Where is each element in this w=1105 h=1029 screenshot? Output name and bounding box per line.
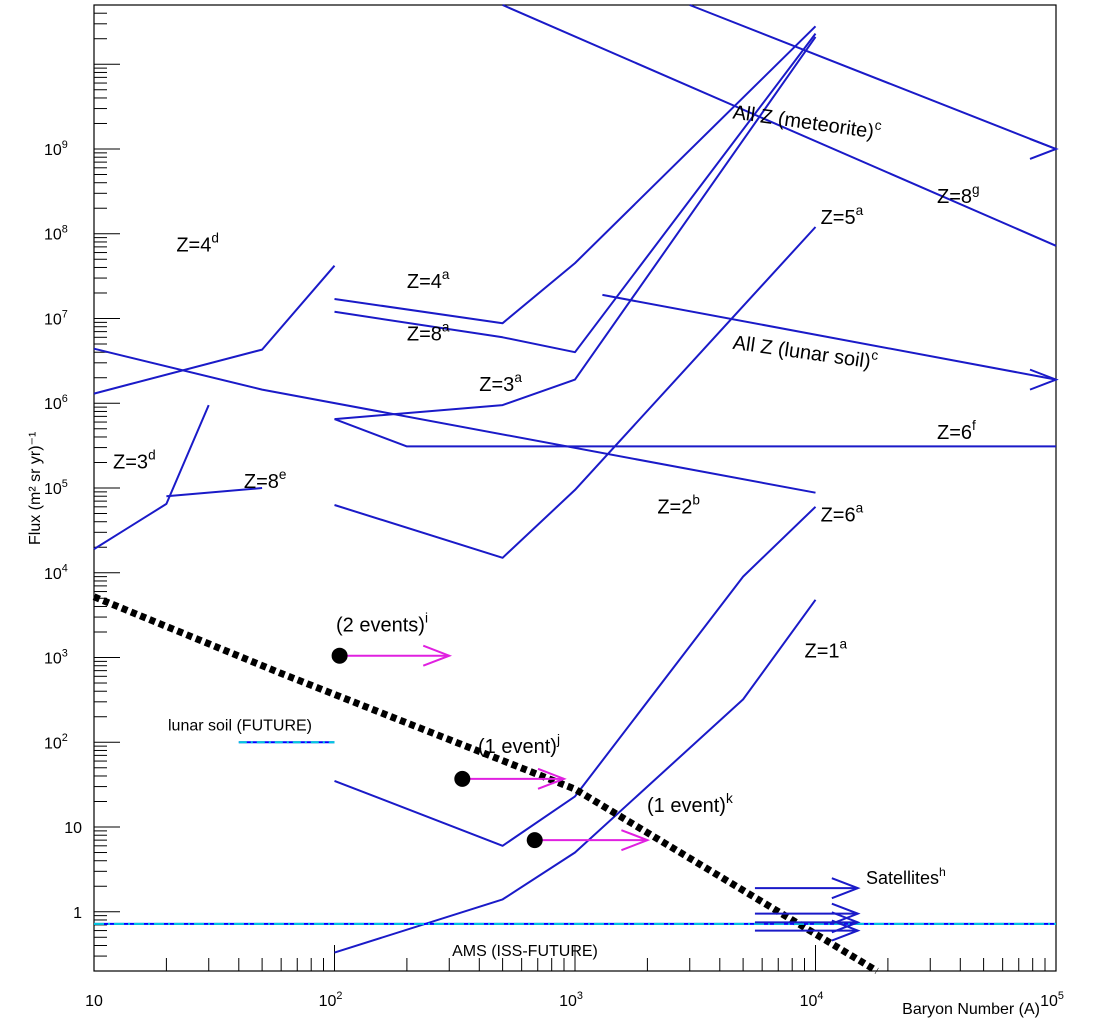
- y-tick-label: 109: [44, 139, 68, 159]
- x-tick-label: 105: [1040, 990, 1064, 1010]
- series-label: Z=8e: [244, 467, 287, 493]
- y-tick-label: 103: [44, 647, 68, 667]
- series-arrow-head: [1029, 138, 1059, 160]
- series-label: Z=8g: [937, 182, 980, 208]
- y-tick-label: 102: [44, 732, 68, 752]
- series-label: Z=3d: [113, 447, 156, 473]
- series-label: Z=8a: [407, 320, 450, 346]
- lunar-future-label: lunar soil (FUTURE): [168, 717, 312, 734]
- series-line: [502, 4, 1057, 247]
- event-arrow-head: [422, 644, 453, 667]
- series-label: Z=1a: [804, 637, 847, 663]
- y-tick-label: 107: [44, 308, 68, 328]
- series-label: Z=2b: [657, 493, 700, 519]
- series-line: [334, 599, 817, 954]
- x-axis-title: Baryon Number (A): [902, 1001, 1040, 1018]
- series-line: [334, 36, 817, 421]
- event-marker: [454, 770, 471, 787]
- satellite-arrow-head: [831, 902, 861, 925]
- series-line: [166, 487, 263, 498]
- satellite-label: Satellitesh: [866, 865, 946, 888]
- series-line: [334, 25, 817, 325]
- sensitivity-curve: [92, 593, 879, 974]
- plot-frame: [93, 4, 1057, 972]
- event-marker: [331, 647, 348, 664]
- satellite-arrow-head: [831, 919, 861, 942]
- event-arrow-head: [621, 829, 651, 852]
- series-line: [93, 404, 210, 550]
- x-tick-label: 10: [85, 993, 103, 1010]
- series-label: Z=4d: [176, 230, 219, 256]
- event-label: (2 events)i: [336, 611, 428, 637]
- series-line: [602, 293, 1057, 381]
- series-line: [334, 226, 817, 559]
- x-tick-label: 102: [319, 990, 343, 1010]
- series-labels: Z=4d Z=4a Z=8a Z=3a Z=3d Z=8e Z=5a Z=8g Z=6f Z=2b…: [113, 101, 980, 663]
- series-label: Z=5a: [821, 203, 864, 229]
- event-label: (1 event)j: [478, 732, 560, 758]
- y-tick-label: 104: [44, 563, 68, 583]
- event-marker: [526, 832, 543, 849]
- axis-ticks: 10 102 103 104 105 1 10 102 103 104 105 106 107 108 10…: [44, 4, 1064, 1010]
- series-label: Z=4a: [407, 267, 450, 293]
- series-lines: [92, 4, 1057, 974]
- x-tick-label: 104: [800, 990, 824, 1010]
- y-tick-label: 1: [73, 905, 82, 922]
- series-line: [334, 32, 817, 354]
- event-label: (1 event)k: [647, 791, 733, 817]
- series-label: Z=6f: [937, 418, 976, 444]
- series-line: [689, 4, 1057, 150]
- event-arrow-head: [537, 767, 567, 790]
- y-tick-label: 10: [64, 820, 82, 837]
- series-arrow-head: [1029, 368, 1059, 391]
- y-tick-label: 106: [44, 393, 68, 413]
- satellite-arrow-head: [831, 911, 861, 934]
- series-line: [93, 265, 336, 395]
- y-tick-label: 105: [44, 478, 68, 498]
- y-tick-label: 108: [44, 224, 68, 244]
- ams-future-label: AMS (ISS-FUTURE): [452, 943, 598, 960]
- series-label: All Z (lunar soil)c: [731, 328, 879, 374]
- satellite-arrow-head: [831, 877, 861, 900]
- x-tick-label: 103: [559, 990, 583, 1010]
- series-label: Z=6a: [821, 501, 864, 527]
- series-line: [334, 506, 817, 847]
- chart-annotations: lunar soil (FUTURE) AMS (ISS-FUTURE) Satel…: [94, 138, 1059, 960]
- y-axis-title: Flux (m² sr yr)⁻¹: [27, 432, 44, 545]
- series-line: [334, 418, 1056, 448]
- series-line: [93, 347, 816, 494]
- series-label: Z=3a: [479, 370, 522, 396]
